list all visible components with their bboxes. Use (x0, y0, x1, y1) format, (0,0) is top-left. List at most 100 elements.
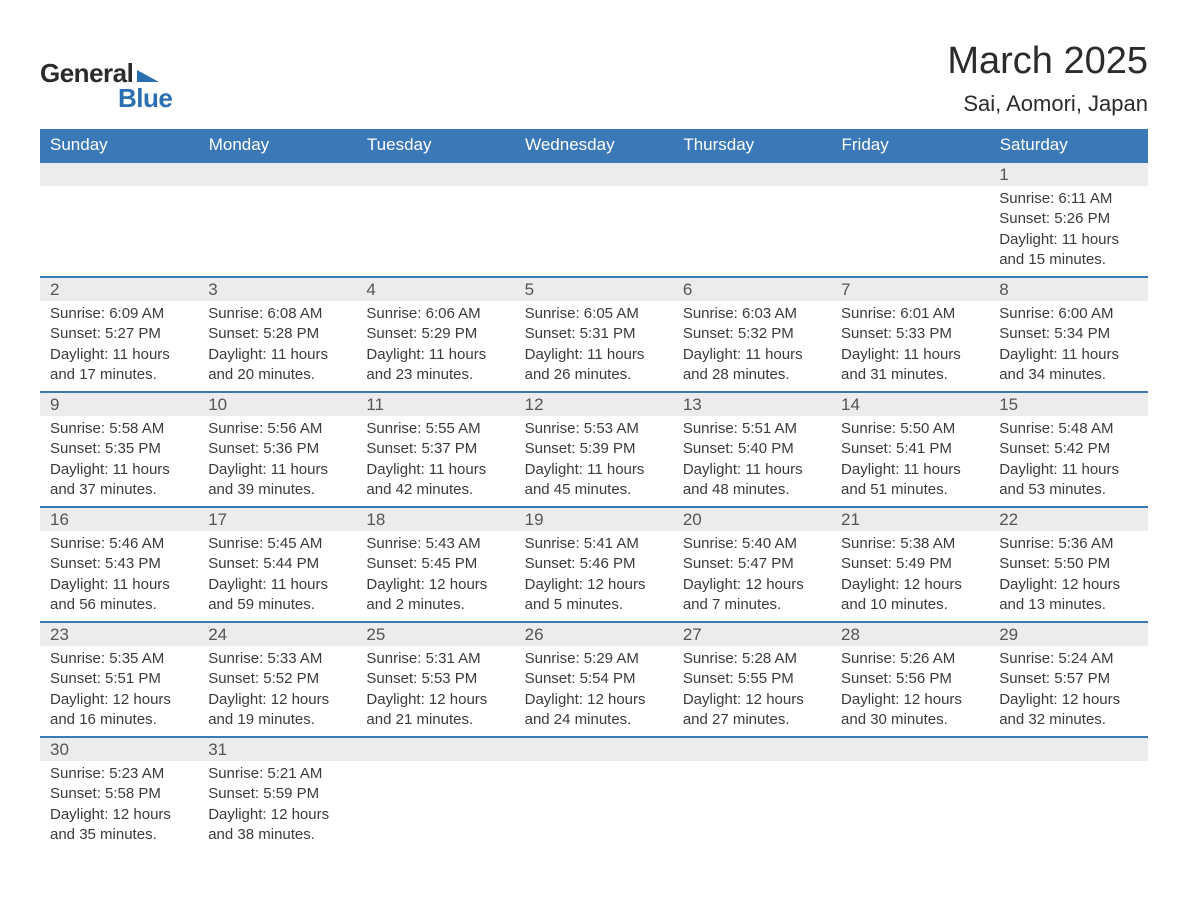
day-number-cell: 23 (40, 622, 198, 646)
day-number-cell: 12 (515, 392, 673, 416)
daylight-line: Daylight: 12 hours and 5 minutes. (525, 575, 663, 616)
day-data-cell: Sunrise: 6:03 AMSunset: 5:32 PMDaylight:… (673, 301, 831, 392)
daylight-line: Daylight: 11 hours and 48 minutes. (683, 460, 821, 501)
daylight-line: Daylight: 12 hours and 13 minutes. (999, 575, 1137, 616)
sunrise-line: Sunrise: 5:38 AM (841, 534, 979, 554)
dayhead-wed: Wednesday (515, 129, 673, 162)
sunset-line: Sunset: 5:57 PM (999, 669, 1137, 689)
daydata-row: Sunrise: 6:11 AMSunset: 5:26 PMDaylight:… (40, 186, 1148, 277)
daylight-line: Daylight: 12 hours and 7 minutes. (683, 575, 821, 616)
sunset-line: Sunset: 5:54 PM (525, 669, 663, 689)
calendar-body: 1Sunrise: 6:11 AMSunset: 5:26 PMDaylight… (40, 162, 1148, 851)
day-number-cell: 7 (831, 277, 989, 301)
day-data-cell: Sunrise: 5:48 AMSunset: 5:42 PMDaylight:… (989, 416, 1147, 507)
day-number-cell (831, 162, 989, 186)
sunset-line: Sunset: 5:33 PM (841, 324, 979, 344)
day-number-cell: 1 (989, 162, 1147, 186)
sunset-line: Sunset: 5:42 PM (999, 439, 1137, 459)
sunrise-line: Sunrise: 5:56 AM (208, 419, 346, 439)
sunset-line: Sunset: 5:47 PM (683, 554, 821, 574)
sunrise-line: Sunrise: 6:05 AM (525, 304, 663, 324)
daynum-row: 2345678 (40, 277, 1148, 301)
daydata-row: Sunrise: 6:09 AMSunset: 5:27 PMDaylight:… (40, 301, 1148, 392)
day-data-cell: Sunrise: 5:56 AMSunset: 5:36 PMDaylight:… (198, 416, 356, 507)
day-data-cell: Sunrise: 5:23 AMSunset: 5:58 PMDaylight:… (40, 761, 198, 851)
sunset-line: Sunset: 5:50 PM (999, 554, 1137, 574)
sunrise-line: Sunrise: 5:35 AM (50, 649, 188, 669)
day-data-cell: Sunrise: 5:40 AMSunset: 5:47 PMDaylight:… (673, 531, 831, 622)
day-data-cell: Sunrise: 5:41 AMSunset: 5:46 PMDaylight:… (515, 531, 673, 622)
day-data-cell: Sunrise: 5:36 AMSunset: 5:50 PMDaylight:… (989, 531, 1147, 622)
dayhead-thu: Thursday (673, 129, 831, 162)
daylight-line: Daylight: 11 hours and 26 minutes. (525, 345, 663, 386)
sunset-line: Sunset: 5:58 PM (50, 784, 188, 804)
daylight-line: Daylight: 12 hours and 27 minutes. (683, 690, 821, 731)
day-data-cell (989, 761, 1147, 851)
day-number-cell: 4 (356, 277, 514, 301)
sunrise-line: Sunrise: 5:24 AM (999, 649, 1137, 669)
day-number-cell: 28 (831, 622, 989, 646)
sunset-line: Sunset: 5:41 PM (841, 439, 979, 459)
day-number-cell: 29 (989, 622, 1147, 646)
day-data-cell: Sunrise: 6:00 AMSunset: 5:34 PMDaylight:… (989, 301, 1147, 392)
day-data-cell: Sunrise: 5:28 AMSunset: 5:55 PMDaylight:… (673, 646, 831, 737)
day-number-cell: 10 (198, 392, 356, 416)
calendar-table: Sunday Monday Tuesday Wednesday Thursday… (40, 129, 1148, 851)
daylight-line: Daylight: 11 hours and 34 minutes. (999, 345, 1137, 386)
sunrise-line: Sunrise: 5:46 AM (50, 534, 188, 554)
day-data-cell (831, 761, 989, 851)
sunrise-line: Sunrise: 5:41 AM (525, 534, 663, 554)
daylight-line: Daylight: 11 hours and 31 minutes. (841, 345, 979, 386)
day-data-cell: Sunrise: 5:21 AMSunset: 5:59 PMDaylight:… (198, 761, 356, 851)
day-data-cell (673, 761, 831, 851)
logo-word2: Blue (118, 83, 172, 114)
day-data-cell: Sunrise: 5:45 AMSunset: 5:44 PMDaylight:… (198, 531, 356, 622)
sunset-line: Sunset: 5:34 PM (999, 324, 1137, 344)
day-number-cell: 21 (831, 507, 989, 531)
day-data-cell: Sunrise: 6:08 AMSunset: 5:28 PMDaylight:… (198, 301, 356, 392)
day-number-cell: 5 (515, 277, 673, 301)
sunset-line: Sunset: 5:28 PM (208, 324, 346, 344)
sunset-line: Sunset: 5:36 PM (208, 439, 346, 459)
sunrise-line: Sunrise: 5:58 AM (50, 419, 188, 439)
sunset-line: Sunset: 5:39 PM (525, 439, 663, 459)
day-data-cell: Sunrise: 5:46 AMSunset: 5:43 PMDaylight:… (40, 531, 198, 622)
dayhead-sat: Saturday (989, 129, 1147, 162)
sunset-line: Sunset: 5:45 PM (366, 554, 504, 574)
day-data-cell: Sunrise: 5:29 AMSunset: 5:54 PMDaylight:… (515, 646, 673, 737)
dayhead-sun: Sunday (40, 129, 198, 162)
logo: General Blue (40, 58, 172, 114)
day-number-cell: 24 (198, 622, 356, 646)
sunset-line: Sunset: 5:51 PM (50, 669, 188, 689)
day-number-cell: 11 (356, 392, 514, 416)
day-data-cell: Sunrise: 5:50 AMSunset: 5:41 PMDaylight:… (831, 416, 989, 507)
title-location: Sai, Aomori, Japan (947, 91, 1148, 117)
title-month: March 2025 (947, 40, 1148, 83)
day-number-cell: 6 (673, 277, 831, 301)
daynum-row: 3031 (40, 737, 1148, 761)
daylight-line: Daylight: 11 hours and 42 minutes. (366, 460, 504, 501)
sunset-line: Sunset: 5:46 PM (525, 554, 663, 574)
sunrise-line: Sunrise: 5:51 AM (683, 419, 821, 439)
daylight-line: Daylight: 12 hours and 21 minutes. (366, 690, 504, 731)
daylight-line: Daylight: 11 hours and 39 minutes. (208, 460, 346, 501)
daylight-line: Daylight: 11 hours and 28 minutes. (683, 345, 821, 386)
day-number-cell (515, 737, 673, 761)
sunrise-line: Sunrise: 5:21 AM (208, 764, 346, 784)
day-number-cell: 26 (515, 622, 673, 646)
day-number-cell: 31 (198, 737, 356, 761)
day-number-cell: 16 (40, 507, 198, 531)
sunrise-line: Sunrise: 5:45 AM (208, 534, 346, 554)
day-data-cell: Sunrise: 5:55 AMSunset: 5:37 PMDaylight:… (356, 416, 514, 507)
sunrise-line: Sunrise: 6:09 AM (50, 304, 188, 324)
daydata-row: Sunrise: 5:35 AMSunset: 5:51 PM Daylight:… (40, 646, 1148, 737)
sunset-line: Sunset: 5:44 PM (208, 554, 346, 574)
day-data-cell (515, 761, 673, 851)
sunrise-line: Sunrise: 6:08 AM (208, 304, 346, 324)
day-data-cell (515, 186, 673, 277)
daylight-line: Daylight: 11 hours and 17 minutes. (50, 345, 188, 386)
daylight-line: Daylight: 11 hours and 53 minutes. (999, 460, 1137, 501)
day-data-cell: Sunrise: 5:58 AMSunset: 5:35 PMDaylight:… (40, 416, 198, 507)
flag-icon (137, 66, 159, 82)
daylight-line: Daylight: 11 hours and 15 minutes. (999, 230, 1137, 271)
